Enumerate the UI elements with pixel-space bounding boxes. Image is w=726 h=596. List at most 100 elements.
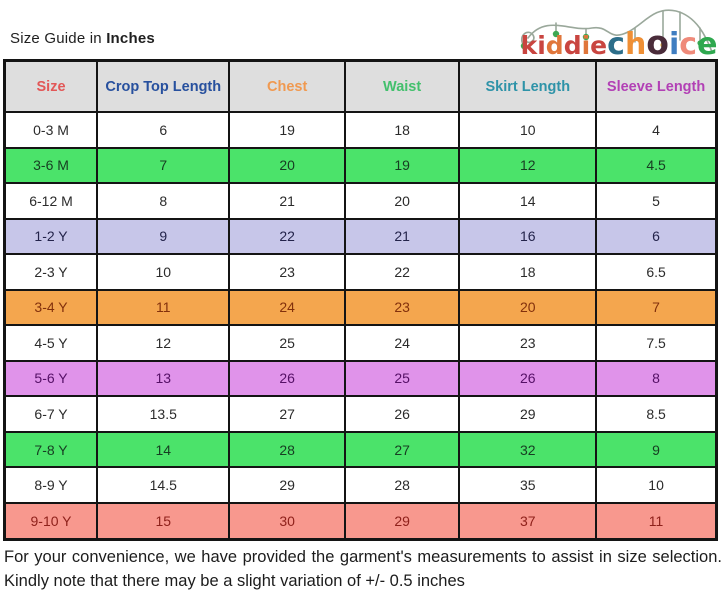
measurement-cell: 25 [343,359,461,398]
column-header-waist: Waist [343,59,461,113]
size-cell: 7-8 Y [3,430,99,469]
logo-letter: k [520,31,538,60]
measurement-cell: 23 [343,288,461,327]
size-cell: 6-12 M [3,182,99,220]
column-header-size: Size [3,59,99,113]
table-row: 0-3 M 6 19 18 10 4 [3,111,718,149]
measurement-cell: 10 [96,253,231,291]
measurement-cell: 9 [595,430,718,469]
column-header-crop-top-length: Crop Top Length [96,59,231,113]
measurement-cell: 12 [458,146,598,185]
measurement-cell: 7 [595,288,718,327]
measurement-cell: 5 [595,182,718,220]
measurement-cell: 20 [343,182,461,220]
measurement-cell: 35 [458,466,598,504]
measurement-cell: 30 [228,501,346,541]
measurement-cell: 9 [96,217,231,256]
measurement-cell: 6.5 [595,253,718,291]
logo-letter: i [581,31,591,60]
measurement-cell: 37 [458,501,598,541]
measurement-cell: 8 [595,359,718,398]
measurement-cell: 24 [343,324,461,362]
measurement-cell: 14 [96,430,231,469]
measurement-cell: 19 [228,111,346,149]
measurement-cell: 23 [228,253,346,291]
table-row: 5-6 Y 13 26 25 26 8 [3,359,718,398]
measurement-cell: 13.5 [96,395,231,433]
measurement-cell: 8.5 [595,395,718,433]
table-row: 2-3 Y 10 23 22 18 6.5 [3,253,718,291]
measurement-cell: 27 [343,430,461,469]
measurement-cell: 15 [96,501,231,541]
table-row: 1-2 Y 9 22 21 16 6 [3,217,718,256]
measurement-cell: 21 [228,182,346,220]
table-row: 4-5 Y 12 25 24 23 7.5 [3,324,718,362]
measurement-cell: 6 [595,217,718,256]
measurement-cell: 14 [458,182,598,220]
measurement-cell: 4 [595,111,718,149]
measurement-cell: 12 [96,324,231,362]
measurement-cell: 10 [595,466,718,504]
logo-letter: e [697,27,718,62]
column-header-chest: Chest [228,59,346,113]
table-row: 7-8 Y 14 28 27 32 9 [3,430,718,469]
table-body: 0-3 M 6 19 18 10 4 3-6 M 7 20 19 12 4.5 6-12 M 8 21 20 1… [3,111,718,541]
measurement-cell: 11 [595,501,718,541]
size-cell: 4-5 Y [3,324,99,362]
measurement-cell: 29 [228,466,346,504]
measurement-cell: 32 [458,430,598,469]
size-cell: 3-4 Y [3,288,99,327]
page-title: Size Guide in Inches [10,30,155,47]
size-guide-table: Size Crop Top Length Chest Waist Skirt Lengt… [3,59,718,541]
table-row: 9-10 Y 15 30 29 37 11 [3,501,718,541]
measurement-cell: 29 [458,395,598,433]
size-cell: 3-6 M [3,146,99,185]
measurement-cell: 7 [96,146,231,185]
measurement-cell: 7.5 [595,324,718,362]
measurement-cell: 8 [96,182,231,220]
size-cell: 9-10 Y [3,501,99,541]
measurement-cell: 26 [458,359,598,398]
logo-letter: h [624,27,647,62]
measurement-cell: 18 [458,253,598,291]
size-cell: 6-7 Y [3,395,99,433]
logo-letter: e [590,31,608,60]
measurement-cell: 21 [343,217,461,256]
table-header-row: Size Crop Top Length Chest Waist Skirt Lengt… [3,59,718,113]
logo-letter: i [537,31,546,60]
table-header: Size Crop Top Length Chest Waist Skirt Lengt… [3,59,718,113]
measurement-cell: 4.5 [595,146,718,185]
size-cell: 1-2 Y [3,217,99,256]
measurement-cell: 20 [458,288,598,327]
logo-letter: d [563,31,582,60]
measurement-cell: 13 [96,359,231,398]
measurement-cell: 14.5 [96,466,231,504]
logo-letter: o [646,23,669,62]
column-header-skirt-length: Skirt Length [458,59,598,113]
measurement-cell: 27 [228,395,346,433]
measurement-cell: 19 [343,146,461,185]
table-row: 6-12 M 8 21 20 14 5 [3,182,718,220]
measurement-cell: 24 [228,288,346,327]
footer-note: For your convenience, we have provided t… [4,548,722,590]
measurement-cell: 28 [343,466,461,504]
measurement-cell: 26 [228,359,346,398]
column-header-sleeve-length: Sleeve Length [595,59,718,113]
size-cell: 2-3 Y [3,253,99,291]
measurement-cell: 10 [458,111,598,149]
measurement-cell: 18 [343,111,461,149]
measurement-cell: 26 [343,395,461,433]
logo-letter: c [679,27,698,62]
measurement-cell: 16 [458,217,598,256]
size-cell: 5-6 Y [3,359,99,398]
measurement-cell: 28 [228,430,346,469]
measurement-cell: 29 [343,501,461,541]
table-row: 8-9 Y 14.5 29 28 35 10 [3,466,718,504]
measurement-cell: 22 [343,253,461,291]
measurement-cell: 6 [96,111,231,149]
size-cell: 0-3 M [3,111,99,149]
logo-swirl-icon [520,9,713,53]
